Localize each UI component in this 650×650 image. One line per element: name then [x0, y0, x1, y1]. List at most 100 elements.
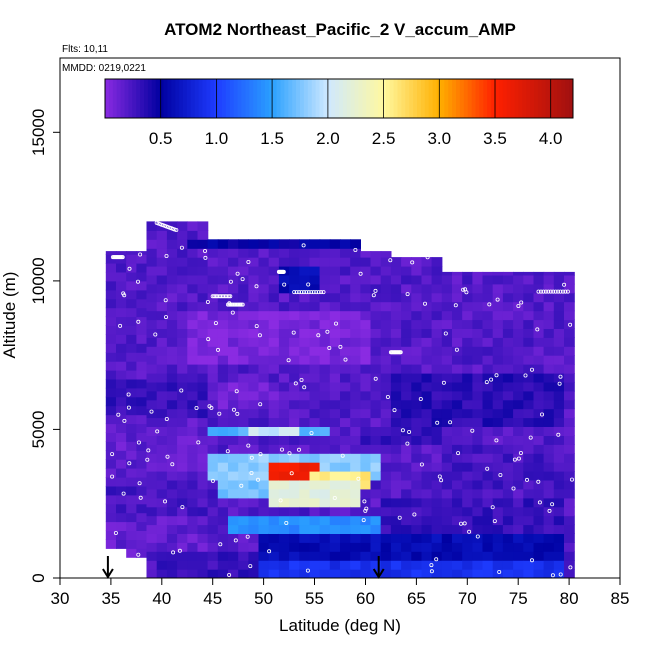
- heatmap-cell: [360, 337, 372, 347]
- heatmap-cell: [543, 337, 555, 347]
- heatmap-cell: [370, 346, 382, 356]
- heatmap-cell: [340, 426, 351, 436]
- heatmap-cell: [238, 426, 249, 436]
- heatmap-cell: [207, 355, 219, 365]
- track-point: [218, 542, 223, 547]
- heatmap-cell: [329, 283, 341, 294]
- heatmap-cell: [289, 390, 300, 401]
- heatmap-cell: [166, 524, 178, 534]
- heatmap-cell: [380, 319, 392, 329]
- heatmap-cell: [116, 271, 127, 282]
- heatmap-cell: [380, 453, 392, 463]
- track-point: [546, 289, 551, 294]
- heatmap-cell: [472, 310, 484, 321]
- heatmap-cell: [146, 292, 158, 303]
- heatmap-cell: [492, 390, 504, 401]
- heatmap-cell: [513, 408, 524, 419]
- heatmap-cell: [370, 506, 382, 517]
- heatmap-cell: [533, 524, 545, 534]
- heatmap-cell: [248, 560, 260, 570]
- heatmap-cell: [187, 506, 199, 517]
- heatmap-cell: [116, 352, 127, 362]
- heatmap-cell: [187, 462, 199, 472]
- colorbar-segment: [198, 79, 203, 118]
- colorbar-segment: [307, 79, 313, 118]
- heatmap-cell: [411, 310, 423, 321]
- colorbar-segment: [315, 79, 320, 118]
- heatmap-cell: [370, 408, 382, 419]
- heatmap-cell: [340, 417, 351, 427]
- heatmap-cell: [278, 373, 290, 383]
- heatmap-cell: [431, 328, 443, 338]
- track-point: [215, 347, 220, 352]
- heatmap-cell: [564, 355, 575, 365]
- colorbar-segment: [147, 79, 153, 118]
- heatmap-cell: [136, 405, 148, 416]
- heatmap-cell: [268, 364, 280, 374]
- heatmap-cell: [462, 274, 473, 285]
- colorbar-segment: [502, 79, 508, 118]
- heatmap-cell: [126, 494, 137, 505]
- heatmap-cell: [533, 274, 545, 285]
- heatmap-cell: [523, 381, 535, 392]
- heatmap-cell: [482, 319, 494, 329]
- heatmap-cell: [136, 548, 148, 558]
- heatmap-cell: [482, 515, 494, 526]
- heatmap-cell: [187, 390, 199, 401]
- track-point: [475, 534, 480, 539]
- heatmap-cell: [411, 364, 423, 374]
- heatmap-cell: [472, 283, 484, 294]
- heatmap-cell: [390, 506, 402, 517]
- heatmap-cell: [228, 462, 239, 472]
- heatmap-cell: [116, 503, 127, 514]
- heatmap-cell: [319, 292, 331, 303]
- heatmap-cell: [329, 426, 341, 436]
- heatmap-cell: [136, 468, 148, 478]
- heatmap-cell: [360, 301, 372, 312]
- heatmap-cell: [136, 254, 148, 264]
- heatmap-cell: [309, 328, 321, 338]
- heatmap-cell: [228, 569, 239, 578]
- heatmap-cell: [462, 515, 473, 526]
- heatmap-cell: [431, 373, 443, 383]
- heatmap-cell: [340, 373, 351, 383]
- heatmap-cell: [116, 494, 127, 505]
- heatmap-cell: [390, 417, 402, 427]
- heatmap-cell: [421, 551, 433, 561]
- heatmap-cell: [513, 426, 524, 436]
- heatmap-cell: [309, 319, 321, 329]
- heatmap-cell: [380, 479, 392, 490]
- heatmap-cell: [340, 239, 351, 249]
- heatmap-cell: [340, 337, 351, 347]
- colorbar-segment: [424, 79, 430, 118]
- heatmap-cell: [309, 364, 321, 374]
- heatmap-cell: [350, 479, 361, 490]
- track-point: [118, 323, 123, 328]
- heatmap-cell: [441, 542, 453, 552]
- heatmap-cell: [390, 462, 402, 472]
- heatmap-cell: [441, 444, 453, 454]
- x-tick-label: 50: [254, 589, 273, 608]
- track-point: [492, 519, 497, 524]
- heatmap-cell: [564, 337, 575, 347]
- heatmap-cell: [350, 301, 361, 312]
- heatmap-cell: [472, 301, 484, 312]
- heatmap-cell: [340, 471, 351, 481]
- heatmap-cell: [502, 328, 514, 338]
- colorbar: 0.5 1.0 1.5 2.0 2.5 3.0 3.5 4.0: [104, 78, 574, 148]
- heatmap-cell: [421, 462, 433, 472]
- heatmap-cell: [197, 319, 209, 329]
- heatmap-cell: [472, 542, 484, 552]
- heatmap-cell: [248, 408, 260, 419]
- heatmap-cell: [156, 230, 168, 240]
- heatmap-cell: [299, 471, 311, 481]
- heatmap-cell: [390, 373, 402, 383]
- heatmap-cell: [533, 560, 545, 570]
- heatmap-cell: [340, 355, 351, 365]
- heatmap-cell: [228, 488, 239, 499]
- heatmap-cell: [319, 239, 331, 249]
- colorbar-segment: [495, 79, 500, 118]
- heatmap-cell: [482, 373, 494, 383]
- heatmap-cell: [564, 328, 575, 338]
- heatmap-cell: [166, 488, 178, 499]
